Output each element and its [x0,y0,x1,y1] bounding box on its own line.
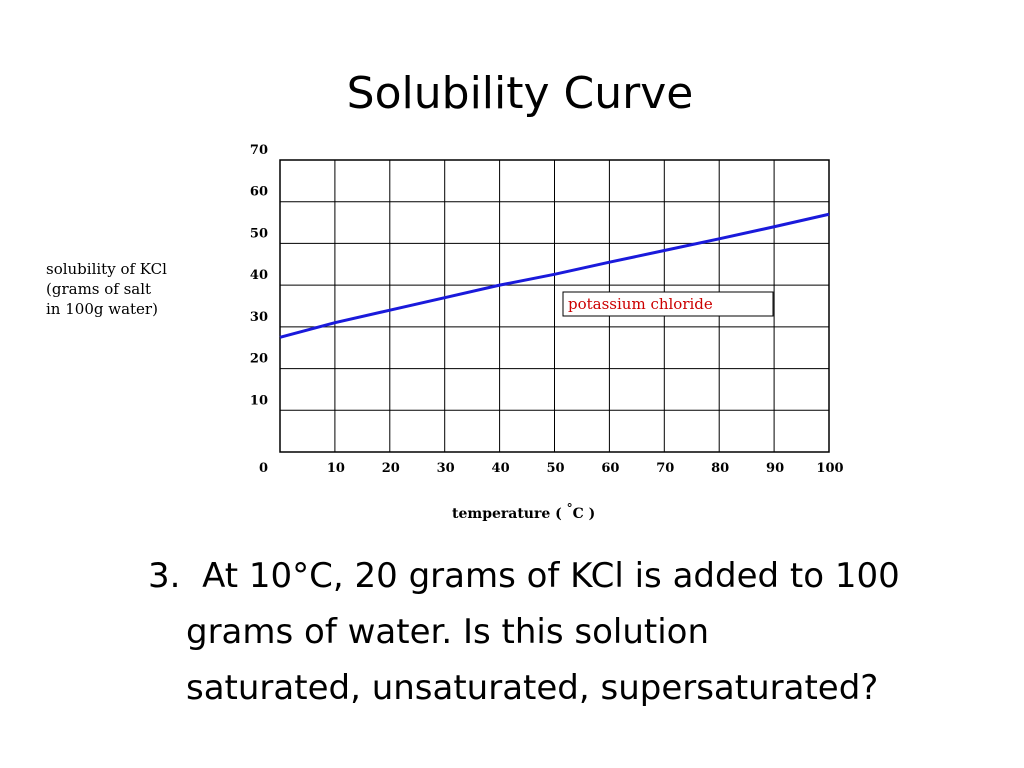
question-text-1: At 10°C, 20 grams of KCl is added to 100 [202,556,900,596]
kcl-solubility-line [279,212,830,339]
x-tick-label: 90 [766,461,784,476]
y-tick-label: 10 [250,393,268,408]
x-tick-label: 10 [327,461,345,476]
y-tick-label: 30 [250,310,268,325]
x-tick-label: 80 [711,461,729,476]
question-line-2: grams of water. Is this solution [186,612,710,652]
x-tick-label: 40 [492,461,510,476]
y-axis-label-line: (grams of salt [46,280,151,298]
x-tick-label: 50 [546,461,564,476]
y-tick-label: 60 [250,185,268,200]
x-axis-label: temperature ( °C ) [452,501,595,522]
y-tick-label: 0 [259,461,268,476]
y-axis-label-line: in 100g water) [46,300,158,318]
x-tick-label: 60 [601,461,619,476]
y-tick-label: 20 [250,352,268,367]
x-tick-label: 70 [656,461,674,476]
x-tick-label: 30 [437,461,455,476]
series-label: potassium chloride [568,295,713,313]
y-tick-label: 50 [250,226,268,241]
slide-title: Solubility Curve [346,68,694,119]
question-block: 3. At 10°C, 20 grams of KCl is added to … [148,548,978,716]
x-tick-label: 100 [816,461,843,476]
y-tick-label: 70 [250,143,268,158]
y-tick-label: 40 [250,268,268,283]
question-line-1: 3. At 10°C, 20 grams of KCl is added to … [148,548,978,604]
y-axis-label-line: solubility of KCl [46,260,167,278]
question-number: 3. [148,556,181,596]
question-line-3: saturated, unsaturated, supersaturated? [186,668,879,708]
plot-frame [279,159,830,453]
x-tick-label: 20 [382,461,400,476]
series-label-box [562,291,774,317]
